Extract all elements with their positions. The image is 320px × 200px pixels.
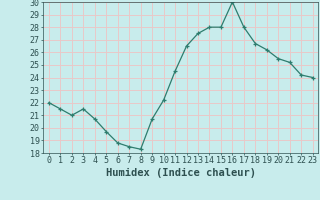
X-axis label: Humidex (Indice chaleur): Humidex (Indice chaleur) [106,168,256,178]
